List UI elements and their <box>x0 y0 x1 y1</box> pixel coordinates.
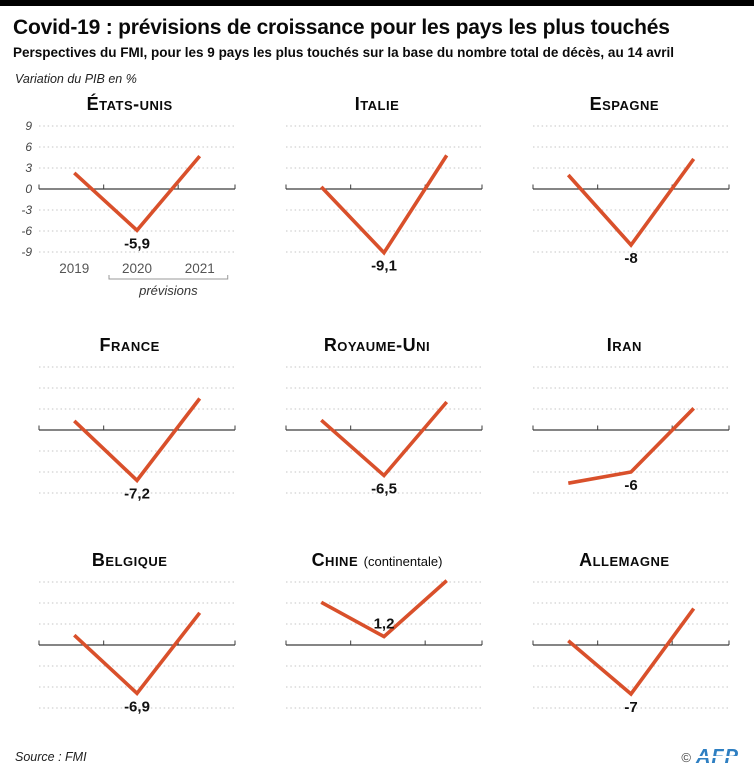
y-tick-label: 0 <box>25 182 32 196</box>
top-bar <box>0 0 754 6</box>
chart-country-title: Espagne <box>507 94 742 115</box>
country-name: Belgique <box>91 550 168 570</box>
data-line <box>72 397 201 484</box>
chart-country-title: Iran <box>507 335 742 356</box>
copyright-icon: © <box>681 749 691 765</box>
country-name: Royaume-Uni <box>323 335 431 355</box>
value-label-2020: -9,1 <box>371 258 397 275</box>
afp-logo: AFP <box>696 746 739 768</box>
afp-credit: © AFP <box>681 747 739 767</box>
chart-cell-5: Iran -6 <box>507 331 742 518</box>
country-name: Espagne <box>589 94 660 114</box>
country-name: Iran <box>606 335 642 355</box>
country-name: États-unis <box>86 94 173 114</box>
chart-country-title: Italie <box>259 94 494 115</box>
chart-cell-1: Italie -9,1 <box>259 90 494 303</box>
chart-country-title: France <box>12 335 247 356</box>
chart-cell-7: Chine (continentale) 1,2 <box>259 546 494 733</box>
x-tick-label: 2019 <box>59 261 89 276</box>
value-label-2020: -8 <box>625 250 638 267</box>
chart-country-title: Royaume-Uni <box>259 335 494 356</box>
chart-country-title: Chine (continentale) <box>259 550 494 571</box>
chart-canvas: -6,5 <box>285 366 483 498</box>
footer: Source : FMI © AFP <box>0 733 754 777</box>
chart-cell-4: Royaume-Uni -6,5 <box>259 331 494 518</box>
y-tick-label: -3 <box>21 203 32 217</box>
chart-canvas: -6 <box>532 366 730 494</box>
country-name: France <box>99 335 160 355</box>
y-tick-label: -9 <box>21 245 32 259</box>
x-tick-label: 2020 <box>122 261 152 276</box>
chart-country-title: Allemagne <box>507 550 742 571</box>
chart-canvas: 1,2 <box>285 579 483 709</box>
country-name: Chine <box>311 550 359 570</box>
chart-canvas: -7,2 <box>38 366 236 502</box>
forecast-bracket <box>108 275 228 280</box>
chart-canvas: -7 <box>532 581 730 716</box>
value-label-2020: -6,9 <box>124 698 150 715</box>
y-tick-label: 9 <box>25 119 32 133</box>
data-line <box>320 579 448 639</box>
chart-cell-6: Belgique -6,9 <box>12 546 247 733</box>
country-name: Allemagne <box>579 550 670 570</box>
forecast-label: prévisions <box>138 283 198 298</box>
data-line <box>568 407 696 485</box>
data-line <box>567 157 696 248</box>
value-label-2020: -6 <box>625 477 638 494</box>
infographic-title: Covid-19 : prévisions de croissance pour… <box>13 16 670 39</box>
chart-canvas: -6,9 <box>38 581 236 715</box>
chart-country-title: États-unis <box>12 94 247 115</box>
source-label: Source : FMI <box>15 750 87 764</box>
value-label-2020: -7 <box>625 699 638 716</box>
charts-grid: États-unis -5,9 9 6 3 0 -3 -6 -9 2019 2020 2021 prév… <box>0 86 754 733</box>
data-line <box>567 607 696 697</box>
data-line <box>320 400 449 479</box>
chart-cell-2: Espagne -8 <box>507 90 742 303</box>
header: Covid-19 : prévisions de croissance pour… <box>0 6 754 86</box>
x-tick-label: 2021 <box>184 261 214 276</box>
value-label-2020: -6,5 <box>371 481 397 498</box>
data-line <box>72 154 201 233</box>
chart-canvas: -9,1 <box>285 125 483 275</box>
value-label-2020: 1,2 <box>374 616 395 633</box>
value-label-2020: -7,2 <box>124 485 150 502</box>
value-label-2020: -5,9 <box>124 235 150 252</box>
country-name-suffix: (continentale) <box>363 554 443 569</box>
chart-cell-0: États-unis -5,9 9 6 3 0 -3 -6 -9 2019 2020 2021 prév… <box>12 90 247 303</box>
y-tick-label: 3 <box>25 161 32 175</box>
chart-canvas: -8 <box>532 125 730 267</box>
chart-country-title: Belgique <box>12 550 247 571</box>
infographic-subtitle: Perspectives du FMI, pour les 9 pays les… <box>13 45 674 60</box>
data-line <box>72 611 201 696</box>
data-line <box>319 154 449 256</box>
y-tick-label: 6 <box>25 140 32 154</box>
chart-canvas: -5,9 9 6 3 0 -3 -6 -9 2019 2020 2021 prévisions <box>21 119 236 298</box>
unit-label: Variation du PIB en % <box>15 72 137 86</box>
country-name: Italie <box>354 94 400 114</box>
y-tick-label: -6 <box>21 224 32 238</box>
chart-cell-3: France -7,2 <box>12 331 247 518</box>
chart-cell-8: Allemagne -7 <box>507 546 742 733</box>
